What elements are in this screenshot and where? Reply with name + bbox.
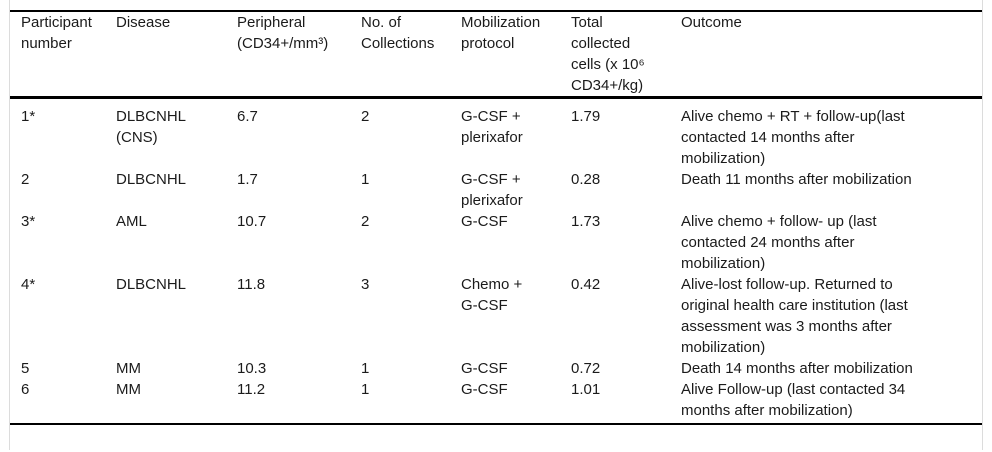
cell-total: 1.73 — [571, 213, 601, 230]
cell-participant: 4* — [21, 276, 36, 293]
col-header-mobilization-protocol: Mobilization protocol — [461, 14, 541, 52]
table-row: 6 MM 11.2 1 G-CSF 1.01 Alive Follow-up (… — [10, 379, 982, 424]
cell-disease: MM — [116, 381, 141, 398]
table-row: 1* DLBCNHL (CNS) 6.7 2 G-CSF + plerixafo… — [10, 98, 982, 170]
cell-peripheral: 1.7 — [237, 171, 258, 188]
cell-disease: AML — [116, 213, 147, 230]
cell-protocol: Chemo + G-CSF — [461, 276, 523, 314]
cell-peripheral: 6.7 — [237, 108, 258, 125]
col-header-peripheral: Peripheral (CD34+/mm³) — [237, 14, 329, 52]
cell-disease: MM — [116, 360, 141, 377]
col-header-collections: No. of Collections — [361, 14, 435, 52]
cell-participant: 5 — [21, 360, 30, 377]
table-row: 3* AML 10.7 2 G-CSF 1.73 Alive chemo + f… — [10, 211, 982, 274]
cell-disease: DLBCNHL — [116, 171, 187, 188]
cell-protocol: G-CSF — [461, 213, 508, 230]
cell-outcome: Death 11 months after mobilization — [681, 171, 912, 188]
cell-collections: 2 — [361, 213, 370, 230]
table-row: 2 DLBCNHL 1.7 1 G-CSF + plerixafor 0.28 … — [10, 169, 982, 211]
cell-protocol: G-CSF + plerixafor — [461, 171, 523, 209]
cell-outcome: Alive-lost follow-up. Returned to origin… — [681, 276, 908, 356]
cell-disease: DLBCNHL (CNS) — [116, 108, 187, 146]
cell-peripheral: 11.8 — [237, 276, 266, 293]
cell-peripheral: 10.3 — [237, 360, 267, 377]
cell-participant: 1* — [21, 108, 36, 125]
col-header-disease: Disease — [116, 14, 171, 31]
participants-table: Participant number Disease Peripheral (C… — [10, 10, 982, 425]
cell-outcome: Alive chemo + follow- up (last contacted… — [681, 213, 877, 272]
cell-protocol: G-CSF + plerixafor — [461, 108, 523, 146]
col-header-total-collected-cells: Total collected cells (x 10⁶ CD34+/kg) — [571, 14, 645, 94]
cell-outcome: Death 14 months after mobilization — [681, 360, 913, 377]
table-header: Participant number Disease Peripheral (C… — [10, 11, 982, 98]
cell-collections: 1 — [361, 381, 370, 398]
cell-disease: DLBCNHL — [116, 276, 187, 293]
col-header-outcome: Outcome — [681, 14, 742, 31]
cell-protocol: G-CSF — [461, 360, 508, 377]
cell-participant: 2 — [21, 171, 30, 188]
cell-total: 0.72 — [571, 360, 601, 377]
cell-total: 0.28 — [571, 171, 601, 188]
cell-collections: 1 — [361, 171, 370, 188]
table-row: 4* DLBCNHL 11.8 3 Chemo + G-CSF 0.42 Ali… — [10, 274, 982, 358]
cell-peripheral: 11.2 — [237, 381, 266, 398]
cell-total: 0.42 — [571, 276, 601, 293]
cell-total: 1.79 — [571, 108, 601, 125]
table-body: 1* DLBCNHL (CNS) 6.7 2 G-CSF + plerixafo… — [10, 98, 982, 425]
cell-protocol: G-CSF — [461, 381, 508, 398]
cell-peripheral: 10.7 — [237, 213, 267, 230]
cell-outcome: Alive chemo + RT + follow-up(last contac… — [681, 108, 905, 167]
table-row: 5 MM 10.3 1 G-CSF 0.72 Death 14 months a… — [10, 358, 982, 379]
cell-outcome: Alive Follow-up (last contacted 34 month… — [681, 381, 906, 419]
cell-total: 1.01 — [571, 381, 601, 398]
cell-collections: 1 — [361, 360, 370, 377]
cell-collections: 2 — [361, 108, 370, 125]
cell-collections: 3 — [361, 276, 370, 293]
cell-participant: 3* — [21, 213, 36, 230]
header-row: Participant number Disease Peripheral (C… — [10, 11, 982, 98]
cell-participant: 6 — [21, 381, 30, 398]
col-header-participant-number: Participant number — [21, 14, 92, 52]
